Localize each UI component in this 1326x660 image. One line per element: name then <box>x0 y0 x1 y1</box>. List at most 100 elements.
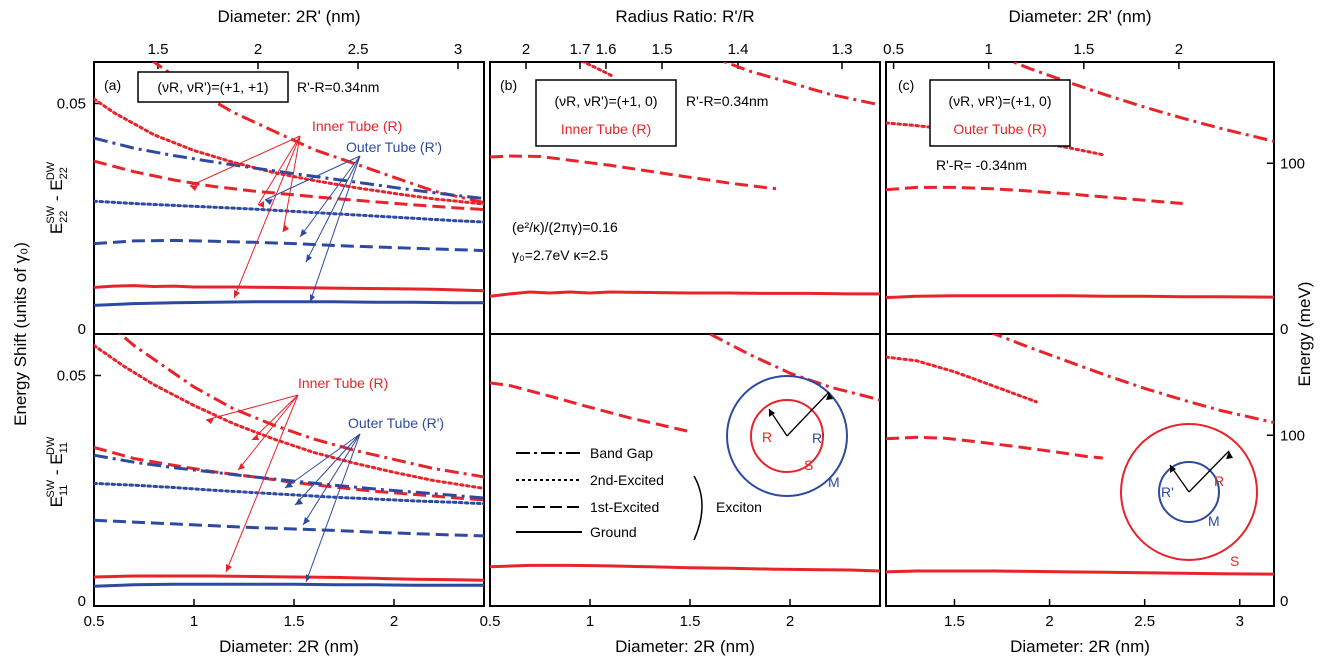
rdiff-a: R'-R=0.34nm <box>297 79 379 95</box>
inset-c-s-label: S <box>1230 553 1239 569</box>
x2-tick-label: 1.7 <box>570 41 591 58</box>
y-tick-label: 0 <box>78 593 86 610</box>
panel-tag-a: (a) <box>104 77 121 93</box>
curve-inner-band-gap <box>151 62 484 205</box>
inset-c-outer-circle <box>1120 423 1258 561</box>
curve-outer-ground <box>94 582 484 588</box>
x-tick-label: 2 <box>786 613 794 630</box>
x2-tick-label: 1.4 <box>728 41 749 58</box>
inset-b-m-label: M <box>828 474 840 490</box>
panel-tag-c: (c) <box>898 77 914 93</box>
curve-inner-2nd-excited <box>94 344 484 490</box>
inner-arrowheads-a-bottom <box>206 418 259 572</box>
curve-inner-2nd-excited <box>580 62 616 79</box>
curve-outer-1st-excited <box>94 238 484 253</box>
curve-inner-1st-excited <box>94 445 484 502</box>
inner-arrows-a-bottom <box>205 394 299 573</box>
x-tick-label: 1 <box>190 613 198 630</box>
x2-tick-label: 1.6 <box>596 41 617 58</box>
inset-b-rprime-label: R' <box>812 430 825 446</box>
panel-tag-b: (b) <box>500 77 517 93</box>
x2-tick-label: 2.5 <box>348 41 369 58</box>
label-box-c <box>929 79 1071 147</box>
curve-inner-ground <box>886 294 1274 300</box>
x2-tick-label: 1.5 <box>148 41 169 58</box>
top-axis-title-b: Radius Ratio: R'/R <box>615 7 754 26</box>
curve-inner-1st-excited <box>886 435 1103 460</box>
curve-inner-ground <box>886 569 1274 576</box>
x-tick-label: 0.5 <box>84 613 105 630</box>
inset-c-diagram: R' R M S <box>1120 423 1258 569</box>
y2-tick-label: 0 <box>1280 593 1288 610</box>
y-tick-label: 0 <box>78 321 86 338</box>
inset-b-s-label: S <box>804 457 813 473</box>
inset-c-m-label: M <box>1208 513 1220 529</box>
y-label-e11: E11SW - E11DW <box>45 436 70 507</box>
x2-tick-label: 1.5 <box>1073 41 1094 58</box>
y-label-e22: E22SW - E22DW <box>45 161 70 234</box>
label-box-b <box>535 79 677 147</box>
curve-inner-band-gap <box>720 62 880 107</box>
x-tick-label: 2 <box>1045 613 1053 630</box>
axis-ticks: 1.5 2 2.5 3 0 0.05 0.5 1 1.5 2 0 0.05 2 1.7 1.6 1.5 1.4 1… <box>57 41 1305 630</box>
x2-tick-label: 3 <box>454 41 462 58</box>
frame-b-bottom <box>489 333 881 607</box>
outer-arrowheads-a-bottom <box>285 481 311 582</box>
y2-tick-label: 100 <box>1280 427 1305 444</box>
x2-tick-label: 1 <box>985 41 993 58</box>
curve-inner-band-gap <box>990 334 1274 424</box>
x2-tick-label: 1.3 <box>832 41 853 58</box>
x2-tick-label: 2 <box>254 41 262 58</box>
legend: Band Gap 2nd-Excited 1st-Excited Ground … <box>516 445 762 541</box>
x-tick-label: 1 <box>586 613 594 630</box>
label-box-b-line1: (νR, νR')=(+1, 0) <box>554 93 657 109</box>
x-tick-label: 1.5 <box>944 613 965 630</box>
outer-arrows-a-top <box>264 155 361 303</box>
curve-inner-ground <box>94 284 484 293</box>
y-tick-label: 0.05 <box>57 367 86 384</box>
rdiff-b: R'-R=0.34nm <box>686 93 768 109</box>
outer-tube-label-a-bottom: Outer Tube (R') <box>348 415 444 431</box>
top-axis-title-a: Diameter: 2R' (nm) <box>217 7 360 26</box>
outer-arrows-a-bottom <box>284 433 361 583</box>
curve-outer-band-gap <box>94 136 484 200</box>
inset-b-inner-circle <box>750 399 824 473</box>
curve-inner-ground <box>490 290 880 298</box>
param-coupling: (e²/κ)/(2πγ)=0.16 <box>512 219 618 235</box>
curve-inner-ground <box>490 563 880 573</box>
x-tick-label: 2.5 <box>1134 613 1155 630</box>
curve-inner-ground <box>94 574 484 582</box>
legend-1st-excited: 1st-Excited <box>590 499 659 515</box>
outer-tube-label-a-top: Outer Tube (R') <box>346 139 442 155</box>
y2-tick-label: 100 <box>1280 155 1305 172</box>
curve-outer-ground <box>94 300 484 307</box>
curve-outer-1st-excited <box>94 518 484 538</box>
right-axis-title: Energy (meV) <box>1295 282 1314 387</box>
label-box-c-line2: Outer Tube (R) <box>953 121 1046 137</box>
bottom-axis-title-a: Diameter: 2R (nm) <box>219 637 359 656</box>
x2-tick-label: 2 <box>1175 41 1183 58</box>
legend-brace <box>693 475 703 541</box>
curve-inner-1st-excited <box>490 154 777 191</box>
x2-tick-label: 0.5 <box>883 41 904 58</box>
plot-frames <box>93 61 1275 607</box>
inner-arrowheads-a-top <box>190 185 289 298</box>
inset-c-rprime-label: R' <box>1161 484 1174 500</box>
inset-b-r-label: R <box>762 429 772 445</box>
curve-outer-2nd-excited <box>94 481 484 506</box>
inset-b-diagram: R R' S M <box>726 375 848 497</box>
curve-outer-2nd-excited <box>94 199 484 224</box>
x-tick-label: 2 <box>390 613 398 630</box>
inset-b-outer-circle <box>726 375 848 497</box>
curve-inner-2nd-excited <box>886 355 1038 404</box>
curve-inner-1st-excited <box>490 381 691 434</box>
inset-c-r-label: R <box>1214 473 1224 489</box>
x-tick-label: 1.5 <box>284 613 305 630</box>
frame-c-bottom <box>885 333 1275 607</box>
x2-tick-label: 1.5 <box>652 41 673 58</box>
legend-2nd-excited: 2nd-Excited <box>590 472 664 488</box>
inner-arrows-a-top <box>189 135 301 299</box>
label-box-b-line2: Inner Tube (R) <box>561 121 651 137</box>
label-box-a <box>137 71 289 103</box>
